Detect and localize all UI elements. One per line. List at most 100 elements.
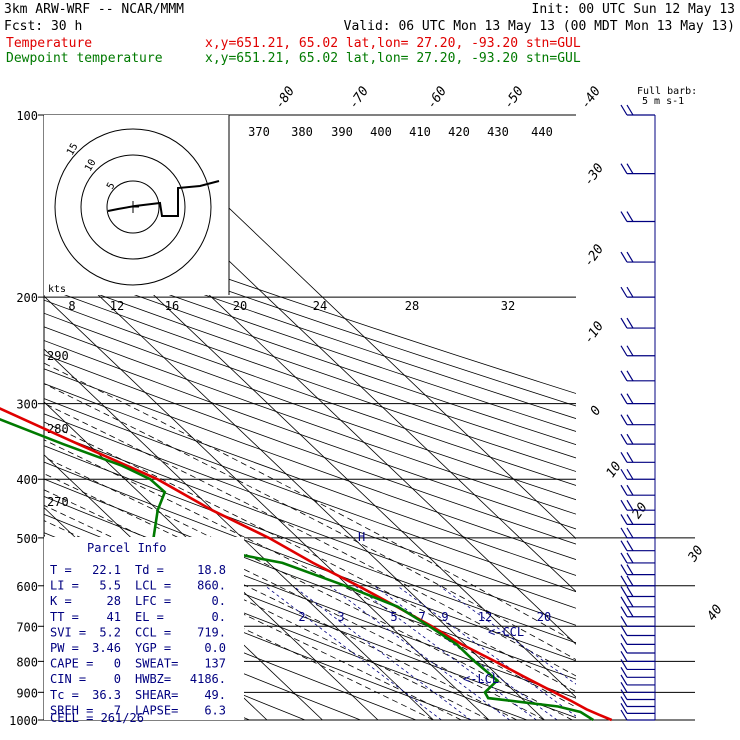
theta-e-label: 430 [487, 125, 509, 139]
wind-barb-flag [626, 393, 634, 404]
isotherm-label: 0 [588, 403, 605, 418]
parcel-info-panel: Parcel Info T = 22.1 Td = 18.8 LI = 5.5 LCL = 8… [44, 537, 244, 725]
wind-barb-flag [626, 586, 634, 597]
hodograph-unit: kts [48, 284, 66, 295]
wind-barb-flag [626, 414, 634, 425]
pressure-tick-label: 1000 [9, 714, 38, 728]
dewpoint-location: x,y=651.21, 65.02 lat,lon= 27.20, -93.20… [205, 51, 581, 66]
dry-adiabat-label: 270 [47, 495, 69, 509]
dry-adiabat [44, 383, 576, 576]
hodo-axis-label: 28 [405, 299, 419, 313]
wind-barb-flag [626, 317, 634, 329]
pressure-axis: 100 200 300 400 500 600 700 800 900 1000 [9, 109, 38, 728]
wind-barb-flag [626, 575, 634, 587]
parcel-field: 3.46 [92, 641, 121, 655]
wind-barb-flag [626, 564, 634, 575]
wind-barb-flag [620, 625, 628, 636]
dry-adiabat [44, 225, 576, 407]
mixing-ratio-line [264, 585, 442, 720]
isotherm-label: 30 [685, 543, 707, 565]
temperature-legend: Temperature [6, 36, 92, 51]
dry-adiabat [44, 461, 576, 662]
pressure-tick-label: 700 [16, 620, 38, 634]
pressure-tick-label: 500 [16, 532, 38, 546]
parcel-field: 860. [197, 579, 226, 593]
mixing-ratio-label: 2 [298, 610, 305, 624]
isotherm-label: 10 [603, 459, 624, 481]
model-title: 3km ARW-WRF -- NCAR/MMM [4, 2, 184, 17]
parcel-info-title: Parcel Info [87, 541, 166, 555]
wind-barb-flag [620, 634, 628, 645]
parcel-field: 137 [204, 657, 226, 671]
parcel-field: 36.3 [92, 688, 121, 702]
hodo-axis-label: 8 [68, 299, 75, 313]
wind-barb-flag [626, 514, 634, 525]
wind-barb-flag [620, 651, 628, 662]
wind-barb-flag [620, 659, 628, 670]
hodo-axis-label: 20 [233, 299, 247, 313]
theta-e-label: 410 [409, 125, 431, 139]
moist-adiabat [44, 520, 462, 720]
parcel-field: 5.5 [99, 579, 121, 593]
isotherm-label: -50 [501, 84, 527, 112]
valid-time: Valid: 06 UTC Mon 13 May 13 (00 MDT Mon … [344, 19, 735, 34]
wind-barb-flag [626, 451, 634, 463]
wind-barb-flag [620, 211, 628, 222]
moist-adiabat [44, 421, 576, 693]
theta-e-label: 400 [370, 125, 392, 139]
isotherm [44, 295, 490, 720]
parcel-field: CAPE = [50, 657, 93, 671]
wind-barb-flag [626, 433, 634, 445]
mixing-ratio-line [374, 585, 558, 720]
temperature-profile [0, 407, 613, 722]
dry-adiabat [44, 249, 576, 432]
isotherm-label: 20 [629, 500, 650, 522]
parcel-field: 18.8 [197, 563, 226, 577]
pressure-tick-label: 800 [16, 655, 38, 669]
parcel-field: T = [50, 563, 72, 577]
isotherm-label: -10 [581, 319, 607, 347]
mixing-ratio-label: 20 [537, 610, 551, 624]
dewpoint-legend: Dewpoint temperature [6, 51, 163, 66]
wind-barb-flag [620, 596, 628, 608]
wind-barb-flag [620, 666, 628, 678]
dry-adiabat [44, 590, 361, 720]
parcel-field: 719. [197, 625, 226, 639]
parcel-field: 6.3 [204, 703, 226, 717]
parcel-field: 4186. [190, 672, 226, 686]
dry-adiabat [44, 413, 576, 609]
ccl-marker: <-CCL [488, 625, 524, 639]
parcel-field: CCL = [135, 625, 171, 639]
dry-adiabat [44, 214, 576, 394]
wind-barb-flag [620, 104, 628, 116]
mixing-ratio-label: 7 [418, 610, 425, 624]
wind-barb-flag [620, 393, 628, 404]
parcel-field: SVI = [50, 625, 86, 639]
dry-adiabat [44, 429, 576, 626]
hodograph: 15 10 5 kts [44, 115, 230, 295]
dry-adiabat [44, 326, 576, 515]
parcel-cell: CELL = 261/26 [50, 711, 144, 725]
wind-barb-flag [620, 251, 628, 263]
pressure-tick-label: 300 [16, 398, 38, 412]
parcel-field: EL = [135, 610, 164, 624]
wind-barb-flag [620, 433, 628, 445]
isotherm-label: -80 [272, 84, 298, 112]
wind-barb-flag [626, 552, 634, 564]
isotherm [44, 401, 379, 720]
dry-adiabat [44, 261, 576, 446]
wind-barb-flag [620, 709, 628, 721]
init-time: Init: 00 UTC Sun 12 May 13 [532, 2, 736, 17]
barb-key-unit: 5 m s-1 [642, 96, 684, 107]
wind-barbs [620, 104, 655, 721]
isotherm-label: 40 [704, 602, 725, 624]
wind-barb-flag [626, 468, 634, 480]
dry-adiabat [44, 340, 576, 530]
parcel-field: 49. [204, 688, 226, 702]
parcel-field: LCL = [135, 579, 171, 593]
parcel-field: 0 [114, 657, 121, 671]
dry-adiabat-label: 290 [47, 349, 69, 363]
parcel-field: 22.1 [92, 563, 121, 577]
